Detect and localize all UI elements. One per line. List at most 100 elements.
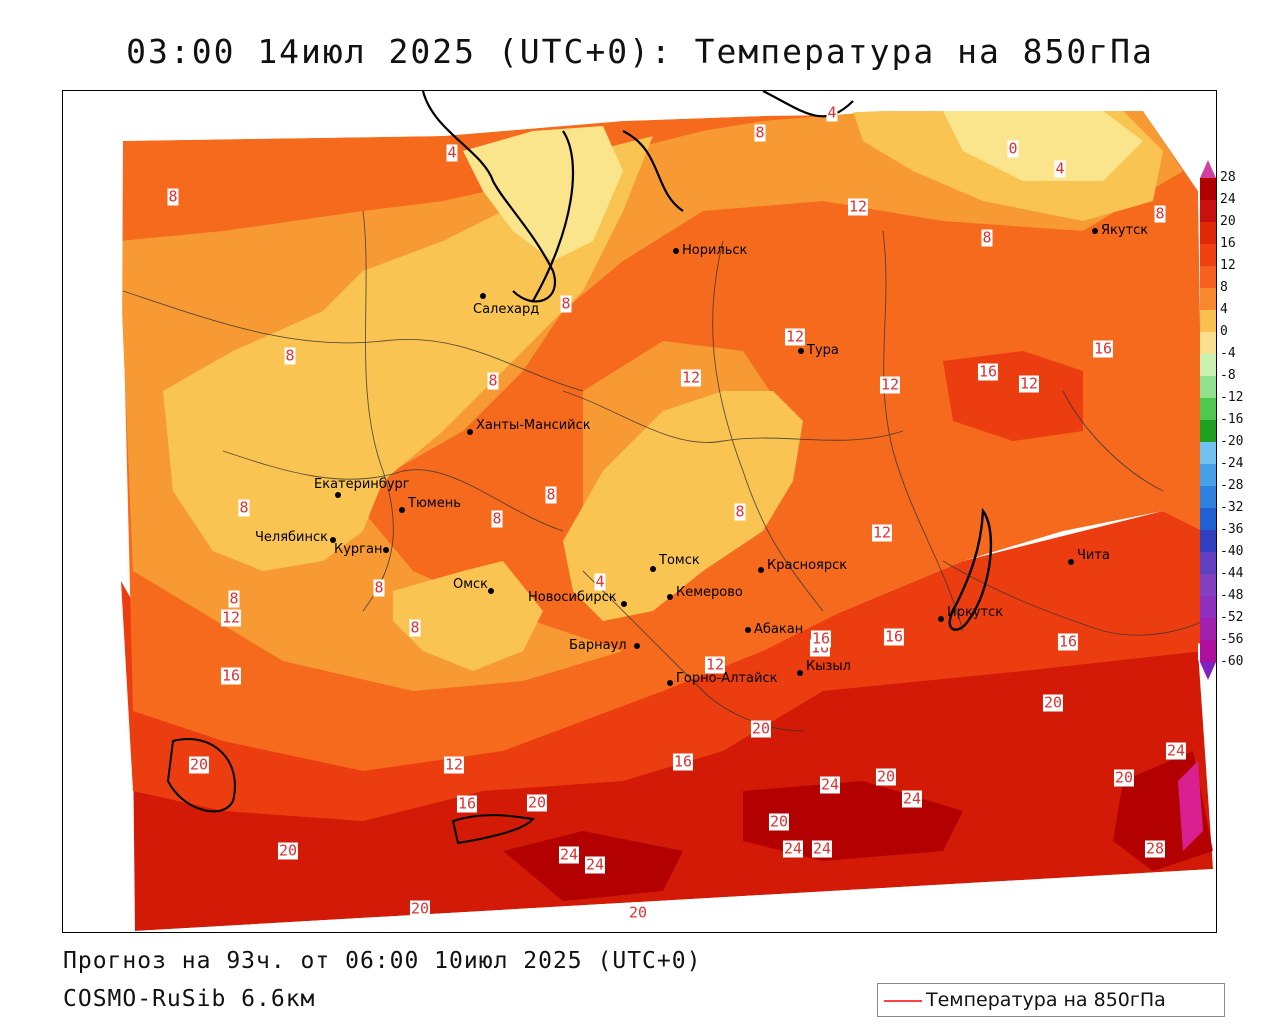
city-marker bbox=[383, 547, 389, 553]
city-label[interactable]: Омск bbox=[453, 577, 489, 592]
city-marker bbox=[798, 348, 804, 354]
contour-label: 8 bbox=[545, 485, 557, 504]
contour-label: 16 bbox=[672, 752, 694, 771]
city-label[interactable]: Абакан bbox=[754, 622, 804, 637]
city-label[interactable]: Норильск bbox=[682, 243, 748, 258]
map-area[interactable]: 4 8 4 0 4 12 8 8 8 8 12 16 16 12 12 12 8 8 8 8 8 4 8 8 12 16 16 16 1… bbox=[62, 90, 1217, 933]
contour-label: 16 bbox=[220, 666, 242, 685]
temperature-field-svg bbox=[63, 91, 1216, 932]
scale-bottom-arrow bbox=[1200, 662, 1216, 680]
city-label[interactable]: Красноярск bbox=[767, 558, 848, 573]
city-label[interactable]: Горно-Алтайск bbox=[676, 671, 778, 686]
contour-label: 20 bbox=[1042, 693, 1064, 712]
contour-label: 20 bbox=[750, 719, 772, 738]
city-label[interactable]: Барнаул bbox=[569, 638, 627, 653]
scale-segment bbox=[1200, 552, 1216, 574]
outside-domain-nw bbox=[63, 91, 123, 932]
city-marker bbox=[399, 507, 405, 513]
zone-8-12 bbox=[119, 111, 1183, 691]
city-label[interactable]: Ханты-Мансийск bbox=[476, 418, 591, 433]
scale-tick-label: 24 bbox=[1220, 192, 1236, 207]
city-label[interactable]: Чита bbox=[1077, 548, 1110, 563]
zone-0-4-north bbox=[463, 126, 623, 261]
city-marker bbox=[467, 429, 473, 435]
scale-tick-label: -20 bbox=[1220, 434, 1244, 449]
city-marker bbox=[745, 627, 751, 633]
city-label[interactable]: Салехард bbox=[473, 302, 540, 317]
contour-label: 8 bbox=[373, 578, 385, 597]
contour-label: 24 bbox=[901, 789, 923, 808]
contour-label: 4 bbox=[1054, 159, 1066, 178]
scale-tick-label: 8 bbox=[1220, 280, 1228, 295]
contour-label: 8 bbox=[560, 294, 572, 313]
city-label[interactable]: Новосибирск bbox=[528, 590, 617, 605]
city-marker bbox=[758, 567, 764, 573]
scale-tick-label: -8 bbox=[1220, 368, 1236, 383]
contour-label: 16 bbox=[810, 629, 832, 648]
city-label[interactable]: Тюмень bbox=[408, 496, 461, 511]
contour-label: 8 bbox=[284, 346, 296, 365]
scale-tick-label: 12 bbox=[1220, 258, 1236, 273]
scale-segment bbox=[1200, 420, 1216, 442]
scale-tick-label: -32 bbox=[1220, 500, 1244, 515]
city-label[interactable]: Екатеринбург bbox=[314, 477, 410, 492]
scale-segment bbox=[1200, 266, 1216, 288]
city-marker bbox=[335, 492, 341, 498]
contour-label: 16 bbox=[1057, 632, 1079, 651]
zone-4-8-omsk bbox=[393, 561, 543, 671]
scale-segment bbox=[1200, 178, 1216, 200]
outside-domain-south bbox=[111, 869, 1216, 932]
contour-label: 24 bbox=[811, 839, 833, 858]
scale-tick-label: -12 bbox=[1220, 390, 1244, 405]
zone-0-4-ne bbox=[943, 111, 1143, 181]
scale-segment bbox=[1200, 398, 1216, 420]
city-label[interactable]: Кемерово bbox=[676, 585, 743, 600]
scale-segment bbox=[1200, 244, 1216, 266]
contour-label: 24 bbox=[819, 775, 841, 794]
scale-segment bbox=[1200, 640, 1216, 662]
city-label[interactable]: Якутск bbox=[1101, 223, 1149, 238]
city-marker bbox=[330, 537, 336, 543]
city-label[interactable]: Иркутск bbox=[947, 605, 1004, 620]
baikal-lake bbox=[948, 507, 993, 631]
city-label[interactable]: Томск bbox=[659, 553, 700, 568]
contour-label: 20 bbox=[526, 793, 548, 812]
scale-tick-label: -24 bbox=[1220, 456, 1244, 471]
contour-label: 8 bbox=[228, 589, 240, 608]
city-label[interactable]: Кызыл bbox=[806, 659, 851, 674]
scale-tick-label: -16 bbox=[1220, 412, 1244, 427]
city-marker bbox=[480, 293, 486, 299]
contour-label: 8 bbox=[487, 371, 499, 390]
zone-4-8-west bbox=[163, 136, 653, 571]
contour-label: 12 bbox=[784, 327, 806, 346]
scale-tick-label: 16 bbox=[1220, 236, 1236, 251]
scale-segment bbox=[1200, 310, 1216, 332]
contour-label: 8 bbox=[491, 509, 503, 528]
city-label[interactable]: Челябинск bbox=[255, 530, 329, 545]
scale-tick-label: -36 bbox=[1220, 522, 1244, 537]
contour-label: 12 bbox=[220, 608, 242, 627]
contour-label: 16 bbox=[456, 794, 478, 813]
scale-tick-label: -56 bbox=[1220, 632, 1244, 647]
contour-label: 12 bbox=[847, 197, 869, 216]
city-label[interactable]: Тура bbox=[807, 343, 839, 358]
map-title: 03:00 14июл 2025 (UTC+0): Температура на… bbox=[126, 32, 1154, 71]
city-marker bbox=[1092, 228, 1098, 234]
contour-label: 28 bbox=[1144, 839, 1166, 858]
scale-segment bbox=[1200, 508, 1216, 530]
city-marker bbox=[673, 248, 679, 254]
scale-tick-label: 20 bbox=[1220, 214, 1236, 229]
contour-label: 12 bbox=[879, 375, 901, 394]
contour-label: 16 bbox=[1092, 339, 1114, 358]
scale-segment bbox=[1200, 530, 1216, 552]
contour-label: 8 bbox=[238, 498, 250, 517]
contour-label: 8 bbox=[167, 187, 179, 206]
forecast-info: Прогноз на 93ч. от 06:00 10июл 2025 (UTC… bbox=[63, 948, 702, 974]
city-label[interactable]: Курган bbox=[334, 542, 383, 557]
lake-balkhash bbox=[451, 814, 535, 845]
contour-label: 8 bbox=[409, 618, 421, 637]
scale-segment bbox=[1200, 200, 1216, 222]
scale-top-arrow bbox=[1200, 160, 1216, 178]
contour-label: 20 bbox=[627, 903, 649, 922]
contour-label: 24 bbox=[584, 855, 606, 874]
